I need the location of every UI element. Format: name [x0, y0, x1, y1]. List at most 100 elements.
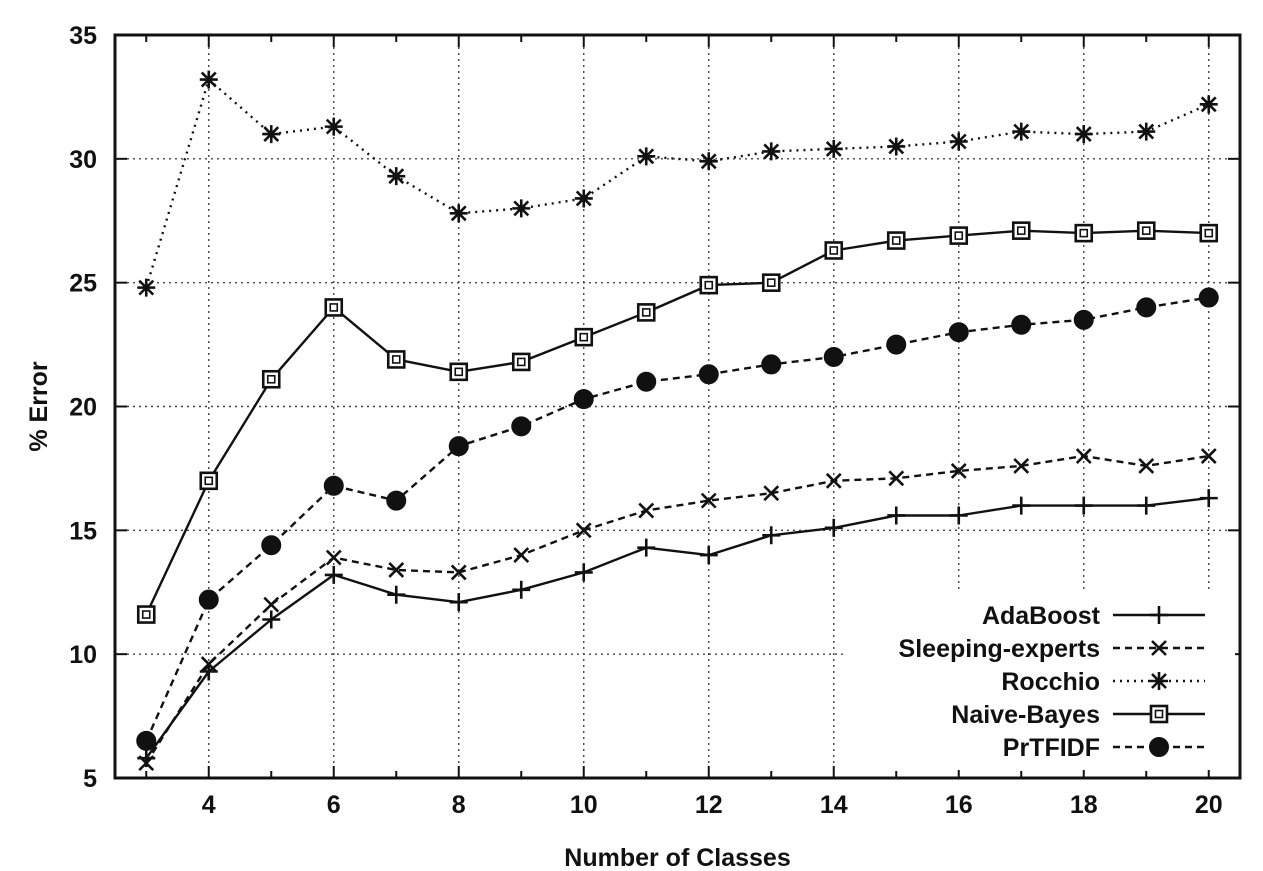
legend-marker	[1150, 672, 1168, 690]
x-tick-label: 12	[695, 791, 723, 819]
data-point-adaboost	[762, 526, 781, 545]
data-point-rocchio	[1199, 95, 1218, 114]
data-point-sleeping-experts	[450, 564, 467, 581]
data-point-sleeping-experts	[1138, 458, 1155, 474]
series-line-rocchio	[145, 78, 1210, 288]
data-point-naive-bayes	[136, 605, 156, 624]
y-tick-label: 5	[83, 765, 97, 793]
legend-marker	[1150, 606, 1168, 624]
data-point-naive-bayes	[886, 231, 906, 250]
data-point-prtfidf	[1136, 297, 1157, 318]
y-tick-label: 15	[69, 517, 97, 545]
legend-item-sleeping-experts: Sleeping-experts	[899, 635, 1205, 663]
y-tick-label: 35	[69, 22, 97, 50]
data-point-sleeping-experts	[388, 562, 405, 578]
data-point-prtfidf	[636, 371, 657, 392]
data-point-sleeping-experts	[513, 547, 530, 564]
data-point-naive-bayes	[1074, 223, 1094, 243]
data-point-rocchio	[324, 117, 343, 136]
data-point-adaboost	[387, 585, 406, 604]
data-point-naive-bayes	[574, 327, 594, 347]
legend-marker	[1149, 704, 1169, 724]
data-point-sleeping-experts	[888, 470, 905, 487]
data-point-adaboost	[1199, 489, 1218, 508]
data-point-sleeping-experts	[700, 492, 717, 509]
series-line-prtfidf	[145, 296, 1209, 742]
x-axis-title: Number of Classes	[564, 844, 790, 871]
data-point-naive-bayes	[1136, 221, 1156, 240]
data-point-prtfidf	[1011, 314, 1032, 335]
data-point-adaboost	[574, 563, 593, 582]
legend-item-adaboost: AdaBoost	[982, 602, 1205, 630]
data-point-naive-bayes	[699, 275, 719, 295]
series-prtfidf	[136, 287, 1219, 751]
y-tick-label: 20	[69, 394, 97, 422]
x-tick-label: 8	[452, 791, 466, 819]
data-point-rocchio	[512, 199, 531, 218]
series-line-naive-bayes	[145, 229, 1209, 616]
data-point-rocchio	[449, 204, 468, 223]
data-point-rocchio	[137, 278, 156, 297]
series-line-adaboost	[145, 496, 1209, 759]
series-line-sleeping-experts	[145, 454, 1209, 764]
data-point-adaboost	[699, 546, 718, 565]
data-point-sleeping-experts	[950, 462, 967, 479]
data-point-prtfidf	[386, 490, 407, 511]
legend-label: PrTFIDF	[1003, 734, 1100, 762]
legend-label: Rocchio	[1001, 668, 1100, 696]
data-point-prtfidf	[323, 475, 344, 496]
data-point-prtfidf	[948, 322, 969, 343]
data-point-rocchio	[762, 142, 781, 161]
data-point-rocchio	[574, 189, 593, 208]
data-point-sleeping-experts	[638, 502, 655, 519]
legend-label: Naive-Bayes	[951, 701, 1100, 729]
data-point-adaboost	[512, 580, 531, 599]
data-point-adaboost	[1012, 496, 1031, 515]
series-naive-bayes	[136, 221, 1219, 624]
y-axis-title: % Error	[25, 361, 53, 452]
y-tick-label: 25	[69, 270, 97, 298]
data-point-naive-bayes	[761, 273, 781, 292]
data-point-rocchio	[949, 132, 968, 151]
data-point-naive-bayes	[511, 352, 531, 372]
data-point-prtfidf	[1073, 309, 1094, 330]
legend: AdaBoost Sleeping-experts Rocchio Naive-Bay…	[845, 590, 1235, 770]
data-point-prtfidf	[448, 436, 469, 457]
data-point-rocchio	[1074, 125, 1093, 144]
data-point-prtfidf	[823, 346, 844, 367]
data-point-adaboost	[262, 610, 281, 629]
legend-label: Sleeping-experts	[899, 635, 1100, 663]
data-point-sleeping-experts	[1075, 448, 1092, 464]
data-point-prtfidf	[886, 334, 907, 355]
axis-ticks: 5 10 15 20 25 30 35 4 6 8 10 12 14 16 18 20	[69, 22, 1240, 819]
legend-label: AdaBoost	[982, 602, 1101, 630]
data-point-rocchio	[1137, 122, 1156, 141]
data-point-naive-bayes	[1199, 223, 1219, 243]
legend-item-rocchio: Rocchio	[1001, 668, 1205, 696]
data-point-rocchio	[262, 125, 281, 144]
data-point-naive-bayes	[636, 303, 656, 322]
x-tick-label: 14	[820, 791, 848, 819]
data-point-adaboost	[637, 538, 656, 557]
data-point-sleeping-experts	[1013, 458, 1030, 474]
data-point-prtfidf	[511, 416, 532, 437]
x-tick-label: 16	[945, 791, 973, 819]
data-point-adaboost	[824, 518, 843, 537]
data-point-sleeping-experts	[200, 656, 217, 672]
data-point-adaboost	[1137, 496, 1156, 515]
legend-item-naive-bayes: Naive-Bayes	[951, 701, 1205, 729]
series-adaboost	[137, 489, 1218, 768]
data-point-sleeping-experts	[575, 522, 592, 539]
series-sleeping-experts	[138, 448, 1217, 772]
legend-marker	[1151, 640, 1167, 656]
data-point-naive-bayes	[949, 226, 969, 245]
data-point-prtfidf	[261, 535, 282, 556]
data-point-sleeping-experts	[263, 596, 280, 613]
x-tick-label: 6	[327, 791, 341, 819]
data-point-rocchio	[387, 167, 406, 186]
legend-marker	[1149, 737, 1169, 757]
x-tick-label: 18	[1070, 791, 1098, 819]
data-point-sleeping-experts	[763, 485, 780, 502]
data-point-prtfidf	[698, 364, 719, 385]
